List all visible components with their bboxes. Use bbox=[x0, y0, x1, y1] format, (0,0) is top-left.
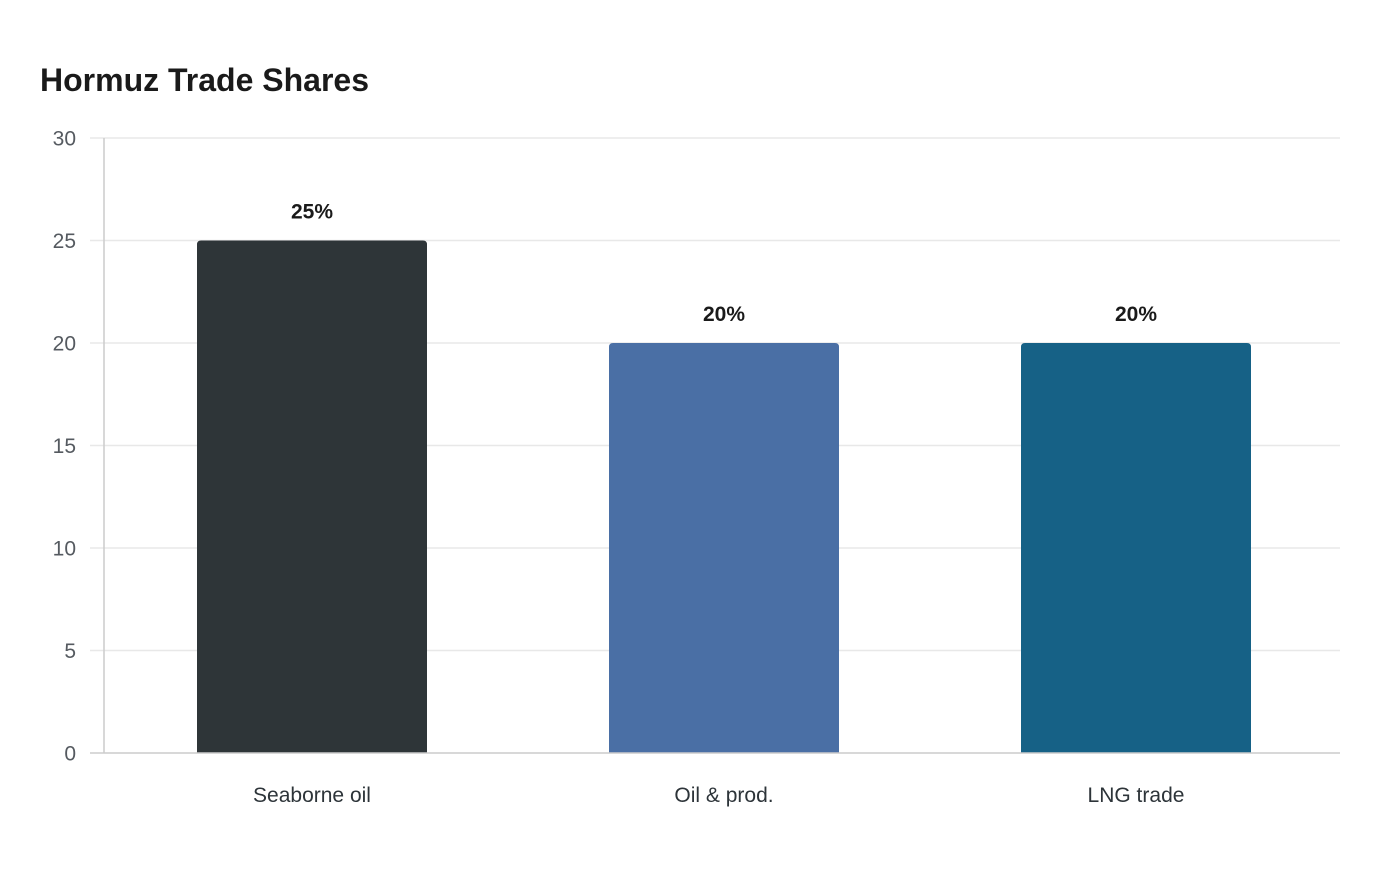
bar bbox=[609, 343, 839, 753]
x-tick-label: Oil & prod. bbox=[674, 784, 773, 807]
axes bbox=[103, 138, 1340, 754]
y-tick-label: 30 bbox=[53, 128, 76, 151]
data-labels: 25% 20% 20% bbox=[291, 201, 1157, 327]
y-tick-label: 10 bbox=[53, 538, 76, 561]
y-tick-label: 0 bbox=[64, 743, 76, 766]
bar-data-label: 20% bbox=[1115, 303, 1157, 326]
bars bbox=[197, 240, 1251, 753]
chart-title: Hormuz Trade Shares bbox=[40, 62, 369, 98]
x-tick-label: LNG trade bbox=[1088, 784, 1185, 807]
x-tick-label: Seaborne oil bbox=[253, 784, 371, 807]
y-tick-label: 25 bbox=[53, 230, 76, 253]
y-tick-label: 20 bbox=[53, 333, 76, 356]
bar-data-label: 20% bbox=[703, 303, 745, 326]
bar bbox=[197, 240, 427, 753]
bar bbox=[1021, 343, 1251, 753]
bar-data-label: 25% bbox=[291, 201, 333, 224]
y-tick-labels: 0 5 10 15 20 25 30 bbox=[53, 128, 76, 766]
x-tick-labels: Seaborne oil Oil & prod. LNG trade bbox=[253, 784, 1184, 807]
y-tick-label: 15 bbox=[53, 435, 76, 458]
y-tick-label: 5 bbox=[64, 640, 76, 663]
